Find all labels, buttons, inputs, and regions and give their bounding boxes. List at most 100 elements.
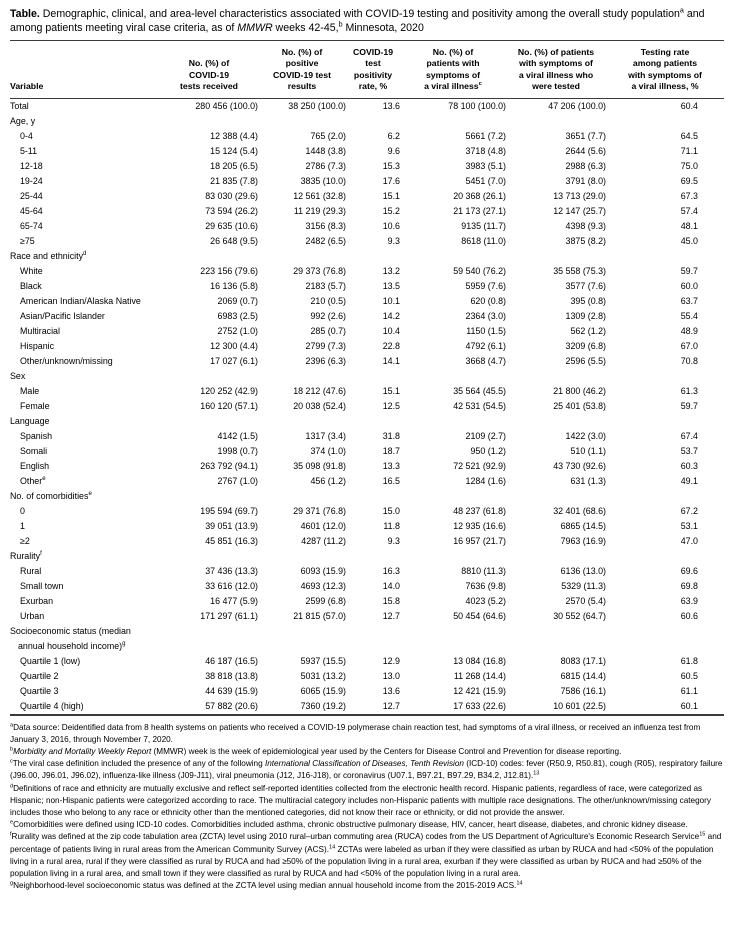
cell-testing-rate: 70.8 [680,355,698,366]
row-label: Black [20,280,42,291]
cell-positivity-rate: 15.8 [382,595,400,606]
cell-symptomatic-tested: 3577 (7.6) [565,280,606,291]
footnote-d: dDefinitions of race and ethnicity are m… [10,782,712,818]
cell-symptomatic-patients: 4792 (6.1) [465,340,506,351]
cell-positive-results: 210 (0.5) [310,295,346,306]
row-label: Quartile 2 [20,670,59,681]
cell-tests-received: 18 205 (6.5) [210,160,258,171]
row-label: Quartile 1 (low) [20,655,81,666]
cell-positive-results: 3156 (8.3) [305,220,346,231]
cell-symptomatic-tested: 47 206 (100.0) [548,100,606,111]
cell-testing-rate: 48.1 [680,220,698,231]
cell-testing-rate: 48.9 [680,325,698,336]
cell-testing-rate: 61.8 [680,655,698,666]
cell-tests-received: 6983 (2.5) [217,310,258,321]
cell-symptomatic-patients: 50 454 (64.6) [453,610,506,621]
table-row: Othere 2767 (1.0) 456 (1.2) 16.5 1284 (1.6) 6… [10,474,724,489]
cell-symptomatic-patients: 13 084 (16.8) [453,655,506,666]
cell-positivity-rate: 13.5 [382,280,400,291]
cell-tests-received: 33 616 (12.0) [205,580,258,591]
table-row: Rural 37 436 (13.3) 6093 (15.9) 16.3 8810 (1… [10,564,724,579]
cell-positive-results: 2396 (6.3) [305,355,346,366]
cell-symptomatic-tested: 35 558 (75.3) [553,265,606,276]
cell-positive-results: 2599 (6.8) [305,595,346,606]
table-row: Somali 1998 (0.7) 374 (1.0) 18.7 950 (1.2) 51… [10,444,724,459]
cell-positive-results: 2183 (5.7) [305,280,346,291]
table-row: Other/unknown/missing 17 027 (6.1) 2396 (6… [10,354,724,369]
cell-positive-results: 2799 (7.3) [305,340,346,351]
cell-tests-received: 45 851 (16.3) [205,535,258,546]
cell-positivity-rate: 17.6 [382,175,400,186]
cell-symptomatic-patients: 17 633 (22.6) [453,700,506,711]
cell-symptomatic-tested: 5329 (11.3) [561,580,606,591]
cell-positivity-rate: 12.7 [382,610,400,621]
cell-positivity-rate: 13.3 [382,460,400,471]
cell-testing-rate: 47.0 [680,535,698,546]
cell-tests-received: 38 818 (13.8) [205,670,258,681]
row-label: White [20,265,43,276]
cell-symptomatic-patients: 35 564 (45.5) [453,385,506,396]
cell-symptomatic-patients: 1284 (1.6) [465,475,506,486]
cell-symptomatic-patients: 12 421 (15.9) [453,685,506,696]
cell-positivity-rate: 14.0 [382,580,400,591]
table-body: Total 280 456 (100.0) 38 250 (100.0) 13.6 78… [10,99,724,714]
cell-positive-results: 5031 (13.2) [300,670,346,681]
cell-testing-rate: 60.3 [680,460,698,471]
row-label: ≥75 [20,235,35,246]
cell-positive-results: 374 (1.0) [310,445,346,456]
cell-symptomatic-patients: 9135 (11.7) [461,220,506,231]
cell-positivity-rate: 15.0 [382,505,400,516]
cell-testing-rate: 60.6 [680,610,698,621]
table-row: 0 195 594 (69.7) 29 371 (76.8) 15.0 48 237 (… [10,504,724,519]
cell-positive-results: 6065 (15.9) [300,685,346,696]
section-row: Ruralityf [10,549,724,564]
table-row: Asian/Pacific Islander 6983 (2.5) 992 (2.6… [10,309,724,324]
cell-testing-rate: 67.2 [680,505,698,516]
cell-positive-results: 7360 (19.2) [300,700,346,711]
cell-positive-results: 1448 (3.8) [305,145,346,156]
cell-positivity-rate: 12.9 [382,655,400,666]
cell-tests-received: 16 136 (5.8) [210,280,258,291]
cell-symptomatic-tested: 3791 (8.0) [565,175,606,186]
column-header-positive-results: No. (%) of positive COVID-19 test results [273,47,331,92]
cell-testing-rate: 59.7 [680,400,698,411]
row-label: Language [10,415,50,426]
row-label: Quartile 4 (high) [20,700,84,711]
cell-tests-received: 44 639 (15.9) [205,685,258,696]
cell-tests-received: 15 124 (5.4) [210,145,258,156]
cell-symptomatic-tested: 30 552 (64.7) [553,610,606,621]
cell-tests-received: 12 300 (4.4) [210,340,258,351]
cell-positivity-rate: 6.2 [387,130,400,141]
cell-testing-rate: 60.5 [680,670,698,681]
cell-positive-results: 765 (2.0) [310,130,346,141]
row-label: Total [10,100,29,111]
cell-testing-rate: 53.1 [680,520,698,531]
cell-positive-results: 29 373 (76.8) [293,265,346,276]
cell-tests-received: 57 882 (20.6) [205,700,258,711]
table-row: 1 39 051 (13.9) 4601 (12.0) 11.8 12 935 (16.… [10,519,724,534]
column-header-symptomatic-tested: No. (%) of patients with symptoms of a vir… [517,47,595,92]
cell-positivity-rate: 13.6 [382,100,400,111]
cell-positive-results: 3835 (10.0) [300,175,346,186]
table-row: Exurban 16 477 (5.9) 2599 (6.8) 15.8 4023 (5… [10,594,724,609]
cell-positive-results: 4601 (12.0) [300,520,346,531]
table-row: 0-4 12 388 (4.4) 765 (2.0) 6.2 5661 (7.2) 365… [10,129,724,144]
cell-symptomatic-patients: 3668 (4.7) [465,355,506,366]
cell-symptomatic-tested: 2988 (6.3) [565,160,606,171]
cell-positive-results: 5937 (15.5) [300,655,346,666]
cell-symptomatic-tested: 10 601 (22.5) [553,700,606,711]
cell-symptomatic-patients: 20 368 (26.1) [453,190,506,201]
cell-tests-received: 2752 (1.0) [217,325,258,336]
row-label: English [20,460,50,471]
cell-positive-results: 4693 (12.3) [300,580,346,591]
table-row: 5-11 15 124 (5.4) 1448 (3.8) 9.6 3718 (4.8) 2… [10,144,724,159]
table-row: Quartile 2 38 818 (13.8) 5031 (13.2) 13.0 11… [10,669,724,684]
cell-testing-rate: 75.0 [680,160,698,171]
cell-symptomatic-tested: 7586 (16.1) [560,685,606,696]
cell-positivity-rate: 13.2 [382,265,400,276]
table-title: Table. Demographic, clinical, and area-l… [10,5,705,34]
cell-symptomatic-tested: 6865 (14.5) [560,520,606,531]
cell-positive-results: 20 038 (52.4) [293,400,346,411]
cell-positive-results: 285 (0.7) [310,325,346,336]
cell-symptomatic-tested: 8083 (17.1) [560,655,606,666]
